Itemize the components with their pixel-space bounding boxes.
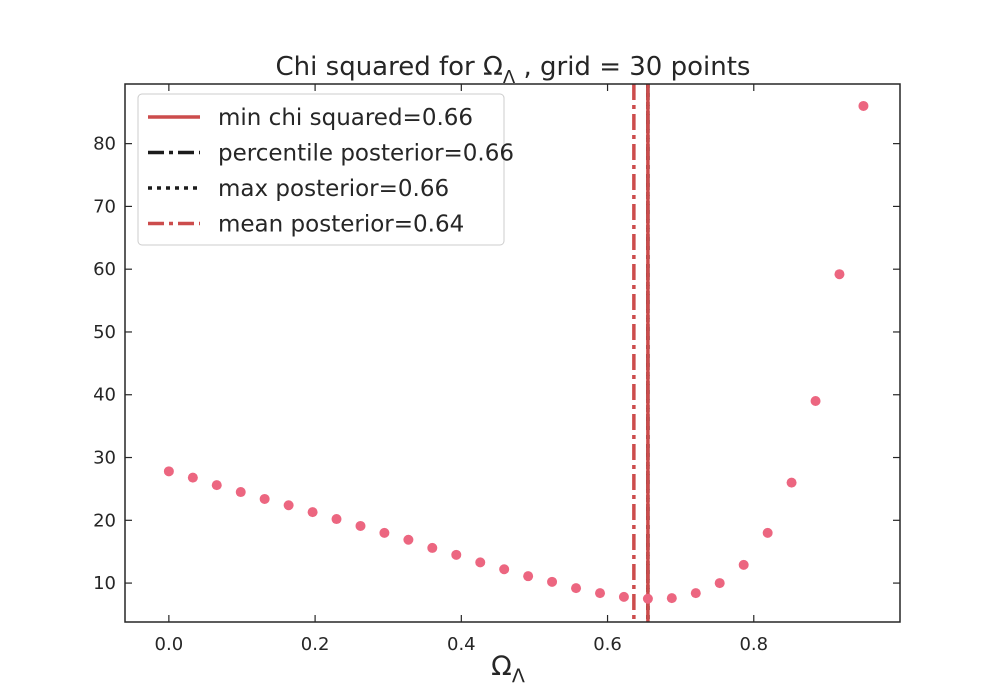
data-point	[163, 466, 174, 477]
data-point	[666, 593, 677, 604]
legend-box	[137, 93, 505, 246]
data-point	[283, 500, 294, 511]
chart-title: Chi squared for ΩΛ , grid = 30 points	[276, 52, 751, 88]
legend-label: mean posterior=0.64	[218, 212, 464, 238]
x-tick-label: 0.8	[739, 634, 768, 655]
y-axis-ticks: 10 20 30 40 50 60 70 80	[93, 134, 900, 594]
data-point	[858, 100, 869, 111]
data-point	[618, 591, 629, 602]
data-point	[187, 472, 198, 483]
x-tick-label: 0.0	[155, 634, 184, 655]
data-point	[642, 593, 653, 604]
chart-title-suffix: , grid = 30 points	[515, 52, 750, 82]
y-tick-label: 10	[93, 573, 116, 594]
data-point	[595, 588, 606, 599]
y-tick-label: 30	[93, 448, 116, 469]
data-point	[834, 269, 845, 280]
y-tick-label: 20	[93, 510, 116, 531]
data-point	[523, 571, 534, 582]
x-tick-label: 0.2	[301, 634, 330, 655]
x-axis-label: ΩΛ	[491, 651, 525, 687]
reference-lines	[632, 84, 650, 622]
x-axis-ticks: 0.0 0.2 0.4 0.6 0.8	[155, 84, 768, 655]
chart-title-subscript: Λ	[503, 67, 516, 88]
data-point	[355, 520, 366, 531]
data-point	[379, 527, 390, 538]
data-point	[714, 578, 725, 589]
chart-title-prefix: Chi squared for Ω	[276, 52, 503, 82]
data-point	[762, 527, 773, 538]
data-point	[475, 557, 486, 568]
x-axis-label-subscript: Λ	[512, 665, 525, 687]
data-point	[307, 507, 318, 518]
data-point	[259, 493, 270, 504]
data-point	[786, 477, 797, 488]
chi-squared-points	[163, 100, 869, 604]
y-tick-label: 40	[93, 385, 116, 406]
x-tick-label: 0.6	[593, 634, 622, 655]
data-point	[331, 514, 342, 525]
x-axis-label-main: Ω	[491, 651, 512, 682]
data-point	[738, 559, 749, 570]
legend-label: max posterior=0.66	[218, 176, 449, 202]
data-point	[499, 564, 510, 575]
x-tick-label: 0.4	[447, 634, 476, 655]
data-point	[690, 588, 701, 599]
legend-label: min chi squared=0.66	[218, 105, 473, 131]
axes-frame	[124, 83, 901, 623]
legend-label: percentile posterior=0.66	[218, 141, 514, 167]
data-point	[403, 534, 414, 545]
plot-area: 0.0 0.2 0.4 0.6 0.8 10 20 30 40 50 60 70 80	[93, 83, 901, 655]
data-point	[451, 549, 462, 560]
y-tick-label: 70	[93, 196, 116, 217]
data-point	[571, 583, 582, 594]
legend: min chi squared=0.66 percentile posterior…	[137, 93, 514, 246]
y-tick-label: 80	[93, 134, 116, 155]
data-point	[427, 542, 438, 553]
data-point	[810, 396, 821, 407]
y-tick-label: 50	[93, 322, 116, 343]
y-tick-label: 60	[93, 259, 116, 280]
data-point	[547, 576, 558, 587]
data-point	[235, 487, 246, 498]
data-point	[211, 480, 222, 491]
